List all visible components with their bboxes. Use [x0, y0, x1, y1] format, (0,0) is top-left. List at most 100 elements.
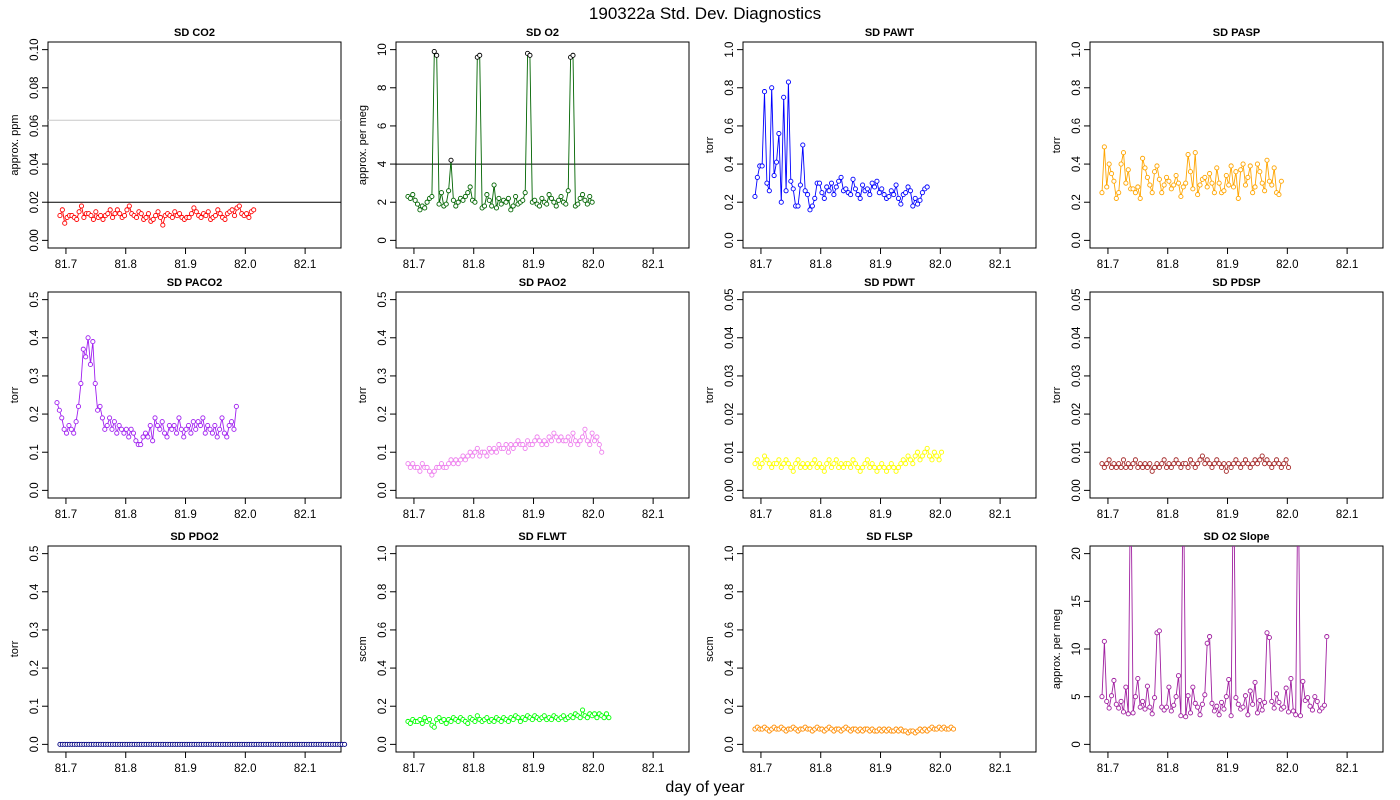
data-point: [1209, 464, 1215, 471]
data-point: [1195, 461, 1201, 467]
data-point: [577, 438, 583, 444]
data-point: [1156, 176, 1162, 182]
data-point: [1173, 172, 1179, 179]
data-point: [78, 381, 84, 387]
data-point: [474, 445, 480, 451]
data-point: [1123, 180, 1129, 186]
data-point: [898, 461, 904, 467]
data-point: [1274, 457, 1280, 463]
data-point: [584, 438, 590, 444]
data-point: [166, 422, 172, 429]
data-point: [462, 457, 468, 463]
data-point: [78, 203, 85, 209]
x-tick-label: 81.9: [1216, 509, 1238, 521]
data-point: [426, 717, 433, 723]
figure-xlabel: day of year: [665, 779, 745, 796]
data-point: [205, 422, 211, 429]
data-point: [522, 717, 528, 723]
data-point: [197, 422, 204, 429]
data-point: [505, 195, 511, 201]
data-point: [1113, 701, 1119, 707]
data-point: [145, 434, 151, 440]
data-point: [1178, 713, 1184, 719]
y-tick-label: 0.02: [724, 403, 736, 425]
data-point: [1276, 192, 1282, 198]
data-point: [142, 430, 149, 436]
panel-title: SD FLWT: [518, 531, 567, 543]
data-point: [157, 426, 163, 432]
x-tick-label: 82.0: [234, 259, 256, 271]
data-point: [1192, 464, 1198, 471]
data-point: [1269, 698, 1275, 705]
data-point: [410, 461, 416, 467]
x-tick-label: 82.1: [1336, 763, 1358, 775]
data-point: [121, 430, 127, 436]
data-point: [1118, 698, 1124, 705]
data-point: [1118, 161, 1124, 167]
data-point: [138, 442, 144, 448]
data-point: [448, 718, 454, 725]
data-point: [1230, 184, 1237, 190]
x-tick-label: 81.9: [522, 259, 544, 271]
data-point: [229, 207, 235, 213]
data-point: [1118, 464, 1124, 471]
data-point: [505, 718, 511, 725]
data-point: [831, 461, 837, 467]
data-point: [1238, 167, 1244, 173]
data-point: [860, 464, 866, 471]
data-point: [836, 464, 842, 471]
data-point: [783, 188, 789, 194]
data-point: [1247, 464, 1253, 471]
data-point: [1111, 461, 1117, 467]
y-tick-label: 0.0: [29, 482, 41, 498]
data-point: [1125, 711, 1131, 717]
data-point: [785, 461, 791, 467]
y-tick-label: 0: [377, 237, 389, 243]
y-tick-label: 0.3: [377, 368, 389, 384]
data-point: [1108, 171, 1115, 177]
data-point: [1132, 694, 1138, 700]
data-point: [1116, 705, 1122, 711]
y-tick-label: 0.4: [377, 329, 389, 346]
data-point: [812, 457, 818, 463]
data-point: [819, 190, 825, 196]
y-tick-label: 1.0: [377, 546, 389, 562]
data-point: [143, 214, 149, 221]
data-point: [1187, 457, 1194, 463]
data-point: [1178, 193, 1184, 200]
data-point: [769, 85, 775, 91]
data-point: [436, 201, 442, 207]
data-point: [489, 449, 495, 455]
data-point: [872, 184, 878, 190]
data-point: [1216, 712, 1222, 718]
data-point: [917, 197, 923, 203]
data-point: [510, 717, 516, 723]
y-tick-label: 0.0: [377, 736, 389, 752]
data-point: [59, 207, 65, 213]
data-point: [1238, 464, 1244, 471]
data-point: [1226, 461, 1232, 467]
data-point: [938, 449, 945, 455]
data-point: [417, 207, 423, 213]
data-point: [1228, 464, 1234, 471]
x-tick-label: 81.7: [403, 763, 425, 775]
x-tick-label: 81.7: [403, 259, 425, 271]
plot-frame: [395, 291, 690, 499]
data-point: [1223, 468, 1229, 474]
data-point: [1250, 701, 1256, 707]
data-point: [1281, 704, 1287, 710]
y-tick-label: 0.2: [377, 698, 389, 714]
data-point: [761, 453, 768, 459]
y-tick-label: 0.2: [29, 406, 41, 422]
data-point: [491, 718, 497, 725]
data-point: [1101, 638, 1107, 644]
data-point: [1226, 676, 1232, 683]
x-tick-label: 82.0: [234, 763, 256, 775]
data-point: [443, 464, 449, 471]
data-point: [484, 192, 490, 198]
data-point: [1202, 174, 1208, 180]
data-point: [895, 195, 902, 201]
data-point: [1156, 464, 1162, 471]
data-point: [481, 203, 488, 209]
y-tick-label: 6: [377, 123, 389, 129]
